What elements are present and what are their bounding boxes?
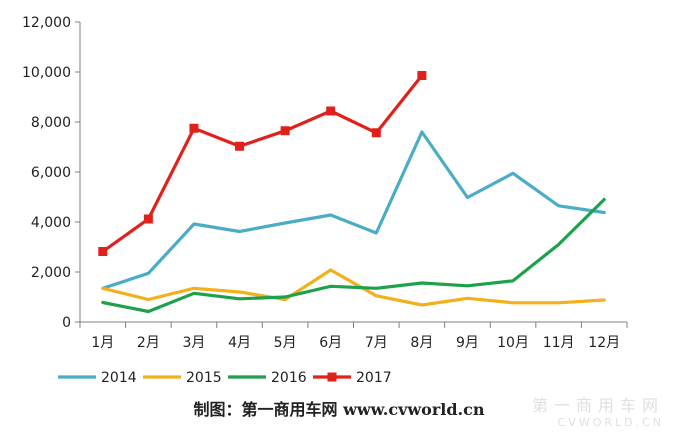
y-tick-label: 10,000: [22, 65, 71, 81]
series-layer: [98, 71, 606, 314]
x-tick-label: 11月: [543, 335, 575, 351]
series-2017: [98, 71, 427, 256]
y-tick-label: 2,000: [31, 265, 71, 281]
data-point: [235, 141, 245, 151]
legend-label: 2015: [186, 370, 222, 386]
legend-item-2016: 2016: [228, 370, 307, 386]
series-line-2015: [101, 268, 606, 307]
x-tick-label: 12月: [588, 335, 620, 351]
legend-label: 2016: [271, 370, 307, 386]
x-tick-label: 6月: [319, 335, 342, 351]
legend-marker: [327, 372, 337, 382]
x-tick-label: 2月: [137, 335, 160, 351]
watermark-text-en: CVWORLD.CN: [557, 416, 664, 429]
data-point: [143, 214, 153, 224]
series-2014: [101, 130, 606, 290]
legend-label: 2014: [101, 370, 137, 386]
series-line-2014: [101, 130, 606, 290]
x-tick-label: 5月: [274, 335, 297, 351]
legend-label: 2017: [356, 370, 392, 386]
x-tick-label: 10月: [497, 335, 529, 351]
x-tick-label: 4月: [228, 335, 251, 351]
legend-item-2015: 2015: [143, 370, 222, 386]
x-tick-label: 3月: [182, 335, 205, 351]
watermark-logo: 第一商用车网 CVWORLD.CN: [494, 392, 664, 429]
axes: 0 2,000 4,000 6,000 8,000 10,000 12,000 1月 2月 3月 4…: [22, 15, 628, 351]
y-tick-label: 0: [62, 315, 71, 331]
x-tick-label: 8月: [410, 335, 433, 351]
legend-item-2014: 2014: [58, 370, 137, 386]
series-2015: [101, 268, 606, 307]
data-point: [417, 71, 427, 80]
data-point: [326, 106, 336, 116]
data-point: [189, 123, 199, 133]
x-tick-label: 7月: [365, 335, 388, 351]
y-tick-label: 12,000: [22, 15, 71, 31]
data-point: [98, 247, 108, 256]
data-point: [371, 128, 381, 138]
series-line-2016: [101, 197, 606, 314]
legend: 2014 2015 2016 2017: [58, 370, 392, 386]
legend-item-2017: 2017: [313, 370, 392, 386]
x-tick-label: 1月: [91, 335, 114, 351]
series-2016: [101, 197, 606, 314]
source-credit: 制图：第一商用车网 www.cvworld.cn: [193, 400, 485, 419]
x-tick-label: 9月: [456, 335, 479, 351]
y-tick-label: 8,000: [31, 115, 71, 131]
series-line-2017: [101, 73, 424, 254]
data-point: [280, 126, 290, 136]
watermark-text-cn: 第一商用车网: [531, 396, 664, 415]
y-tick-label: 4,000: [31, 215, 71, 231]
y-tick-label: 6,000: [31, 165, 71, 181]
